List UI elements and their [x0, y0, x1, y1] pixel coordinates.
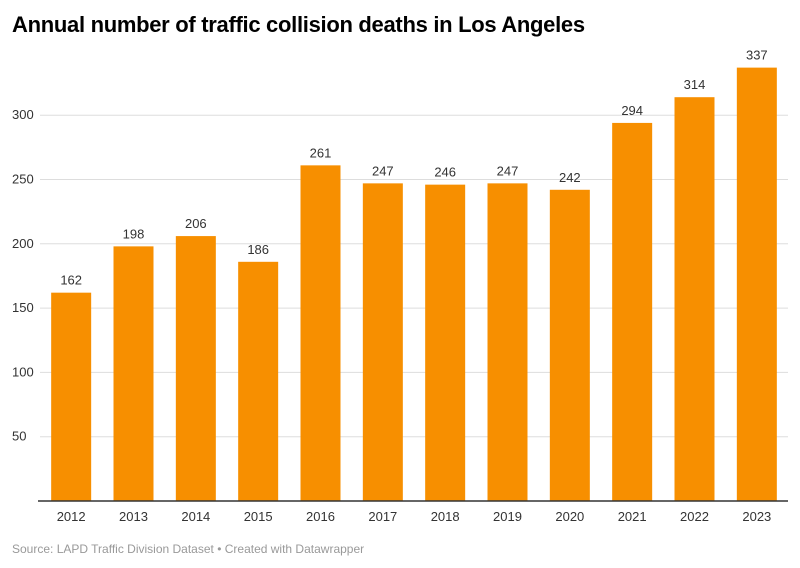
data-label: 206	[185, 216, 207, 231]
y-tick-label: 200	[12, 236, 34, 251]
x-tick-label: 2015	[244, 509, 273, 524]
y-tick-label: 300	[12, 107, 34, 122]
bar	[674, 97, 715, 502]
x-tick-label: 2021	[618, 509, 647, 524]
chart-title: Annual number of traffic collision death…	[12, 12, 585, 37]
x-tick-label: 2018	[431, 509, 460, 524]
bar	[549, 189, 590, 501]
x-tick-label: 2022	[680, 509, 709, 524]
x-tick-label: 2023	[742, 509, 771, 524]
x-tick-label: 2020	[555, 509, 584, 524]
data-label: 247	[497, 163, 519, 178]
data-label: 247	[372, 163, 394, 178]
x-tick-label: 2012	[57, 509, 86, 524]
data-label: 186	[247, 242, 269, 257]
y-tick-label: 100	[12, 364, 34, 379]
data-label: 294	[621, 103, 643, 118]
bar	[362, 183, 403, 501]
data-label: 337	[746, 48, 768, 63]
bar	[51, 292, 92, 501]
x-tick-label: 2017	[368, 509, 397, 524]
data-label: 162	[60, 273, 82, 288]
bar	[425, 184, 466, 502]
data-label: 246	[434, 165, 456, 180]
data-label: 261	[310, 145, 332, 160]
bar	[113, 246, 154, 501]
x-tick-label: 2016	[306, 509, 335, 524]
bar	[238, 261, 279, 501]
bar	[736, 67, 777, 502]
y-tick-label: 50	[12, 429, 26, 444]
source-footer: Source: LAPD Traffic Division Dataset • …	[12, 542, 365, 556]
bar	[487, 183, 528, 501]
data-label: 198	[123, 226, 145, 241]
bar	[612, 122, 653, 501]
x-tick-label: 2013	[119, 509, 148, 524]
y-tick-label: 150	[12, 300, 34, 315]
data-label: 242	[559, 170, 581, 185]
x-tick-label: 2014	[181, 509, 210, 524]
bar	[175, 236, 216, 502]
data-label: 314	[684, 77, 706, 92]
y-tick-label: 250	[12, 172, 34, 187]
x-tick-label: 2019	[493, 509, 522, 524]
bar	[300, 165, 341, 501]
